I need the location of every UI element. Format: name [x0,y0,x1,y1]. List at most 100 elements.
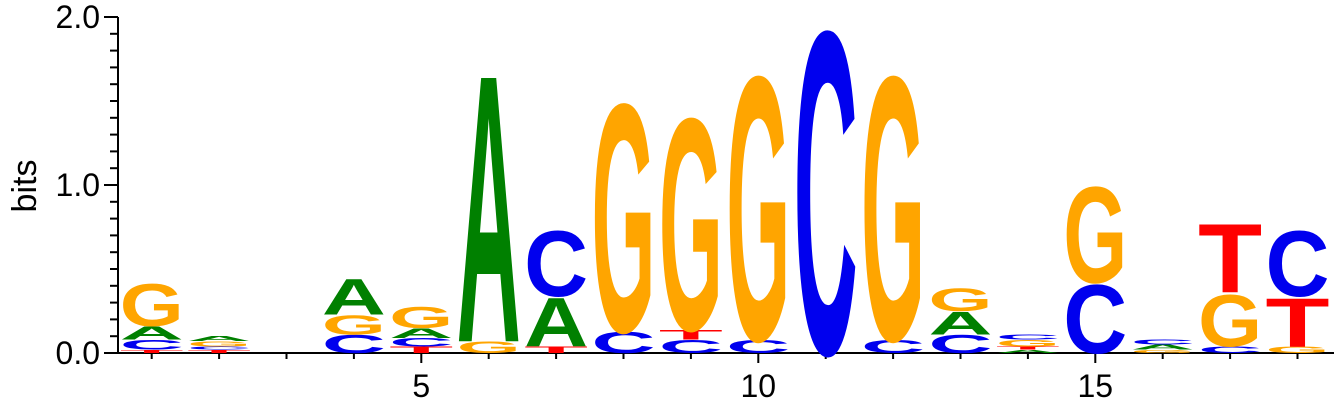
logo-letter-a: A [187,335,251,343]
logo-letter-glyph: G [389,301,453,335]
logo-letter-glyph: G [659,56,723,394]
logo-letter-t: T [996,345,1060,350]
logo-letter-g: G [996,338,1060,348]
logo-letter-glyph: T [524,345,588,355]
logo-letter-glyph: G [996,338,1060,348]
logo-letter-glyph: C [1063,264,1127,374]
logo-letter-glyph: T [659,327,723,343]
logo-letter-glyph: C [929,330,993,359]
logo-letter-glyph: C [861,336,925,357]
logo-letter-glyph: G [457,338,521,356]
logo-letter-a: A [996,349,1060,354]
logo-letter-glyph: A [929,306,993,342]
x-tick-label: 5 [412,368,430,403]
logo-letter-g: G [120,272,184,339]
logo-letter-glyph: G [929,282,993,319]
logo-letter-glyph: A [389,326,453,341]
logo-letter-a: A [322,268,386,325]
y-tick-label: 2.0 [56,0,100,35]
logo-letter-c: C [592,326,656,360]
logo-letter-g: G [322,309,386,340]
logo-letter-glyph: T [389,345,453,355]
logo-letter-glyph: C [659,336,723,357]
logo-letter-glyph: C [794,0,858,403]
logo-letter-c: C [1198,345,1262,355]
logo-letter-g: G [389,301,453,335]
logo-letter-t: T [187,349,251,354]
logo-letter-glyph: A [996,349,1060,354]
logo-letter-t: T [659,327,723,343]
logo-letter-glyph: C [726,336,790,357]
logo-letter-glyph: G [120,272,184,339]
logo-letter-c: C [524,213,588,317]
logo-letter-glyph: A [457,0,521,403]
logo-letter-g: G [1266,345,1330,355]
y-tick-label: 0.0 [56,335,100,371]
logo-letter-glyph: G [726,0,790,403]
logo-letter-glyph: C [1131,338,1195,346]
logo-letter-glyph: C [524,213,588,317]
logo-letter-a: A [389,326,453,341]
logo-letter-t: T [524,345,588,355]
logo-letter-g: G [592,36,656,401]
logo-letter-glyph: G [322,309,386,340]
logo-letter-c: C [659,336,723,357]
logo-letter-c: C [929,330,993,359]
x-tick-label: 10 [741,368,777,403]
x-tick-label: 15 [1078,368,1114,403]
logo-letter-g: G [861,0,925,403]
logo-letter-glyph: C [389,336,453,349]
logo-letter-t: T [1266,283,1330,362]
y-axis-title: bits [6,160,44,213]
logo-letter-glyph: C [996,333,1060,341]
logo-letter-a: A [1131,343,1195,351]
logo-letter-c: C [996,333,1060,341]
logo-letter-a: A [457,0,521,403]
logo-letter-glyph: G [1266,345,1330,355]
logo-letter-c: C [120,337,184,352]
logo-letter-c: C [389,336,453,349]
logo-letter-c: C [794,0,858,403]
x-axis: 5 10 15 [118,352,1334,403]
y-axis: 0.0 1.0 2.0 [56,0,119,371]
logo-letter-g: G [929,282,993,319]
logo-letter-t: T [1198,205,1262,314]
logo-letter-c: C [1131,338,1195,346]
logo-letter-glyph: G [1131,349,1195,354]
logo-letter-t: T [120,349,184,354]
y-tick-label: 1.0 [56,167,100,203]
logo-letter-a: A [929,306,993,342]
logo-letter-c: C [726,336,790,357]
logo-letter-c: C [1063,264,1127,374]
logo-letter-c: C [1266,213,1330,317]
logo-letter-glyph: A [1131,343,1195,351]
logo-letter-g: G [1131,349,1195,354]
logo-letter-glyph: A [524,283,588,361]
logo-letter-glyph: T [1266,283,1330,362]
logo-letter-a: A [524,283,588,361]
logo-letter-glyph: C [187,345,251,350]
logo-letter-c: C [322,330,386,359]
logo-letter-glyph: A [187,335,251,343]
logo-letter-glyph: G [1198,279,1262,363]
logo-letter-glyph: A [322,268,386,325]
logo-letter-glyph: C [322,330,386,359]
logo-letter-glyph: T [187,349,251,354]
logo-letter-glyph: G [1063,159,1127,313]
logo-letter-glyph: T [1198,205,1262,314]
logo-letter-glyph: C [1266,213,1330,317]
logo-letter-g: G [1063,159,1127,313]
logo-letter-g: G [659,56,723,394]
logo-letter-g: G [726,0,790,403]
logo-letter-glyph: G [861,0,925,403]
logo-letter-a: A [120,323,184,344]
logo-letter-t: T [389,345,453,355]
logo-letter-glyph: A [120,323,184,344]
logo-letter-c: C [187,345,251,350]
logo-letter-g: G [1198,279,1262,363]
logo-letter-glyph: T [996,345,1060,350]
logo-letter-glyph: C [1198,345,1262,355]
logo-letter-glyph: C [120,337,184,352]
